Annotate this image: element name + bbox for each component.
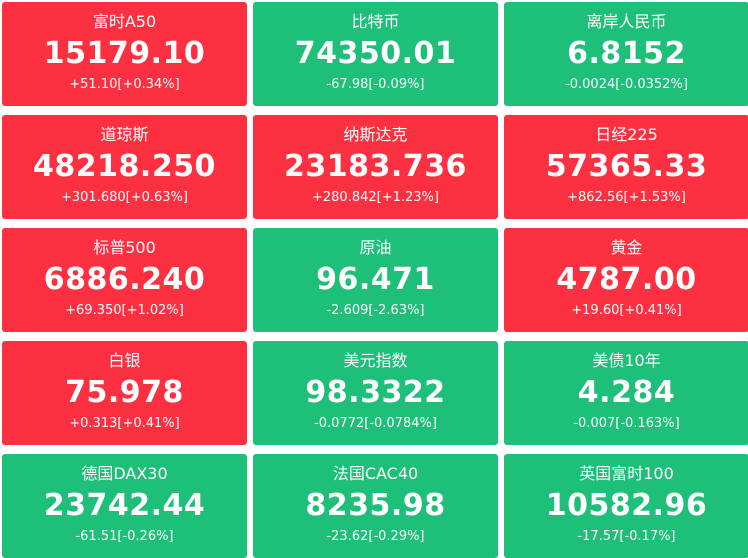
- quote-card-nikkei-225[interactable]: 日经225 57365.33 +862.56[+1.53%]: [504, 115, 748, 219]
- quote-name: 法国CAC40: [332, 464, 419, 483]
- quote-change: +69.350[+1.02%]: [65, 303, 184, 318]
- quote-name: 美债10年: [592, 351, 661, 370]
- quote-price: 6.8152: [567, 36, 686, 71]
- quote-name: 道琼斯: [100, 125, 149, 144]
- quote-price: 48218.250: [33, 149, 216, 184]
- quote-card-gold[interactable]: 黄金 4787.00 +19.60[+0.41%]: [504, 228, 748, 332]
- quote-card-dollar-index[interactable]: 美元指数 98.3322 -0.0772[-0.0784%]: [253, 341, 498, 445]
- quote-change: -0.0772[-0.0784%]: [314, 416, 437, 431]
- quote-change: +19.60[+0.41%]: [571, 303, 682, 318]
- quote-price: 6886.240: [43, 262, 206, 297]
- quote-card-dow-jones[interactable]: 道琼斯 48218.250 +301.680[+0.63%]: [2, 115, 247, 219]
- quote-change: -67.98[-0.09%]: [326, 77, 425, 92]
- quote-price: 4787.00: [556, 262, 697, 297]
- quote-name: 黄金: [610, 238, 643, 257]
- quote-change: -0.0024[-0.0352%]: [565, 77, 688, 92]
- quote-change: -61.51[-0.26%]: [75, 529, 174, 544]
- quote-card-silver[interactable]: 白银 75.978 +0.313[+0.41%]: [2, 341, 247, 445]
- quote-card-ftse-a50[interactable]: 富时A50 15179.10 +51.10[+0.34%]: [2, 2, 247, 106]
- quote-price: 57365.33: [545, 149, 708, 184]
- quote-name: 纳斯达克: [343, 125, 408, 144]
- quote-price: 75.978: [65, 375, 184, 410]
- quote-change: -0.007[-0.163%]: [573, 416, 680, 431]
- quote-name: 美元指数: [343, 351, 408, 370]
- quote-name: 标普500: [93, 238, 156, 257]
- quote-name: 英国富时100: [579, 464, 674, 483]
- quote-card-ftse-100[interactable]: 英国富时100 10582.96 -17.57[-0.17%]: [504, 454, 748, 558]
- quote-change: -17.57[-0.17%]: [577, 529, 676, 544]
- quote-card-nasdaq[interactable]: 纳斯达克 23183.736 +280.842[+1.23%]: [253, 115, 498, 219]
- quote-name: 比特币: [351, 12, 400, 31]
- quote-name: 富时A50: [92, 12, 157, 31]
- quote-price: 4.284: [577, 375, 676, 410]
- quote-price: 23742.44: [43, 488, 206, 523]
- quote-change: +301.680[+0.63%]: [61, 190, 188, 205]
- quote-change: -2.609[-2.63%]: [326, 303, 425, 318]
- quote-name: 日经225: [595, 125, 658, 144]
- quote-card-us-10y-treasury[interactable]: 美债10年 4.284 -0.007[-0.163%]: [504, 341, 748, 445]
- quote-change: +280.842[+1.23%]: [312, 190, 439, 205]
- quote-price: 8235.98: [305, 488, 446, 523]
- quote-price: 10582.96: [545, 488, 708, 523]
- quote-price: 15179.10: [43, 36, 206, 71]
- quote-change: +51.10[+0.34%]: [69, 77, 180, 92]
- quote-name: 离岸人民币: [586, 12, 667, 31]
- quote-price: 74350.01: [294, 36, 457, 71]
- quote-name: 德国DAX30: [81, 464, 168, 483]
- quote-card-bitcoin[interactable]: 比特币 74350.01 -67.98[-0.09%]: [253, 2, 498, 106]
- quote-card-dax30[interactable]: 德国DAX30 23742.44 -61.51[-0.26%]: [2, 454, 247, 558]
- quote-price: 98.3322: [305, 375, 446, 410]
- quote-name: 白银: [108, 351, 141, 370]
- quote-card-sp500[interactable]: 标普500 6886.240 +69.350[+1.02%]: [2, 228, 247, 332]
- quote-card-cac40[interactable]: 法国CAC40 8235.98 -23.62[-0.29%]: [253, 454, 498, 558]
- quote-price: 23183.736: [284, 149, 467, 184]
- quote-card-crude-oil[interactable]: 原油 96.471 -2.609[-2.63%]: [253, 228, 498, 332]
- quote-change: -23.62[-0.29%]: [326, 529, 425, 544]
- quote-price: 96.471: [316, 262, 435, 297]
- quote-change: +862.56[+1.53%]: [567, 190, 686, 205]
- quote-change: +0.313[+0.41%]: [69, 416, 180, 431]
- quote-card-offshore-cny[interactable]: 离岸人民币 6.8152 -0.0024[-0.0352%]: [504, 2, 748, 106]
- quote-name: 原油: [359, 238, 392, 257]
